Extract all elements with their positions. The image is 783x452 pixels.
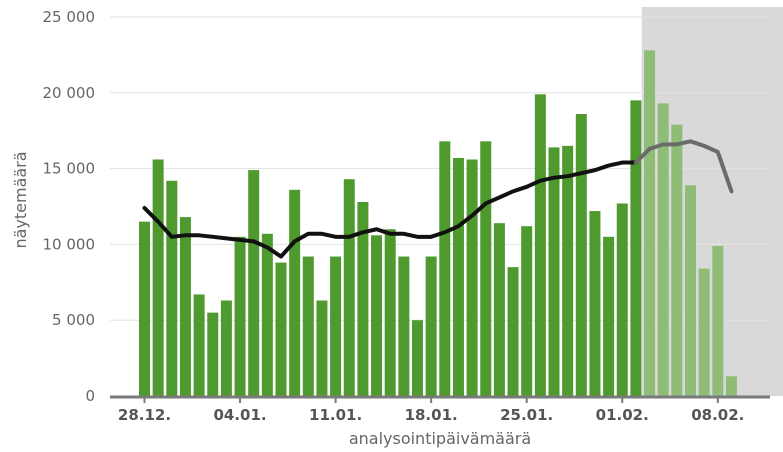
bar [630,100,642,396]
bar [685,185,696,396]
bar [371,235,383,396]
bar [330,256,342,396]
y-tick-label: 20 000 [43,84,96,102]
bar [220,300,232,396]
bar [575,114,587,397]
bars [139,50,737,397]
bar [616,203,628,396]
bar [357,201,369,396]
bar [289,189,301,396]
y-tick-label: 25 000 [43,8,96,26]
bar [193,294,205,396]
bar [480,141,492,396]
bar [248,170,260,396]
x-tick-label: 18.01. [405,406,458,424]
x-tick-labels: 28.12. 04.01. 11.01. 18.01. 25.01. 01.02. 08.0… [118,397,744,424]
x-tick-label: 25.01. [500,406,553,424]
x-tick-label: 01.02. [596,406,649,424]
y-tick-labels: 0 5 000 10 000 15 000 20 000 25 000 [43,8,96,405]
bar [493,223,505,396]
bar [698,268,710,396]
bar [179,217,191,396]
bar [657,103,669,397]
bar [139,221,150,396]
y-tick-label: 5 000 [52,311,95,329]
bar [425,256,437,396]
bar [302,256,314,396]
x-tick-label: 08.02. [691,406,744,424]
y-axis-title: näytemäärä [11,151,30,248]
bar [316,300,328,396]
bar [589,211,601,396]
bar [384,229,396,396]
bar [152,159,164,396]
bar [534,94,546,396]
bar [398,256,410,396]
bar [725,376,737,396]
bar [644,50,656,397]
bar [275,262,287,396]
bar [261,233,273,396]
bar [452,157,464,396]
y-tick-label: 10 000 [43,235,96,253]
bar [439,141,451,396]
trend-line [142,139,734,259]
x-tick-label: 11.01. [309,406,362,424]
bar [234,236,246,396]
bar [562,145,574,396]
bar [466,159,478,396]
bar [712,245,724,396]
trend-line-solid [142,160,638,259]
x-tick-label: 28.12. [118,406,171,424]
bar [507,267,519,396]
y-tick-label: 15 000 [43,160,96,178]
bar [412,320,423,396]
bar [671,124,683,397]
trend-line-preliminary [633,139,734,194]
bar [343,179,355,396]
bar [207,312,219,396]
y-tick-label: 0 [85,387,95,405]
x-tick-label: 04.01. [213,406,266,424]
x-axis-title: analysointipäivämäärä [349,429,531,448]
bar [521,226,533,396]
bar [548,147,560,396]
bar [603,236,615,396]
bar [166,180,178,396]
